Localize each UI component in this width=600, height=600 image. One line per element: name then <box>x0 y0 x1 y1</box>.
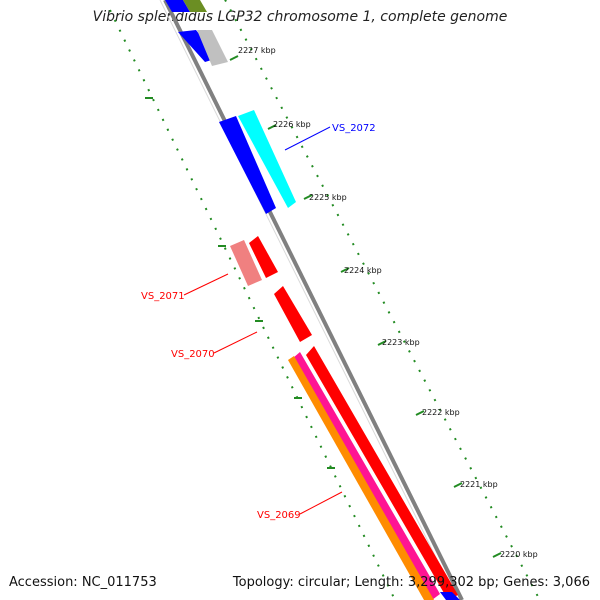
tick-marks <box>145 55 502 558</box>
outer-tick-track <box>224 0 541 600</box>
tick-label: 2226 kbp <box>273 120 311 129</box>
leader-line-vs2070 <box>213 331 258 354</box>
gene-label-vs2070: VS_2070 <box>171 349 215 360</box>
feature-pink <box>230 240 262 286</box>
feature-olive-top <box>183 0 207 12</box>
feature-blue-3 <box>219 116 276 214</box>
gene-label-vs2069: VS_2069 <box>257 510 301 521</box>
feature-red-1 <box>249 236 278 278</box>
leader-line-vs2072 <box>284 126 331 151</box>
accession-text: Accession: NC_011753 <box>9 575 157 590</box>
feature-blue-top <box>165 0 190 12</box>
genome-summary-text: Topology: circular; Length: 3,299,302 bp… <box>232 575 590 590</box>
map-title: Vibrio splendidus LGP32 chromosome 1, co… <box>92 9 508 25</box>
backbone-inner <box>159 0 458 600</box>
tick-label: 2224 kbp <box>344 266 382 275</box>
gene-label-vs2072: VS_2072 <box>332 123 376 134</box>
feature-blue-bottom <box>440 592 460 600</box>
feature-grey-1 <box>197 30 228 66</box>
tick-label: 2227 kbp <box>238 46 276 55</box>
leader-line-vs2071 <box>183 273 229 296</box>
tick-label: 2222 kbp <box>422 408 460 417</box>
feature-red-2 <box>274 286 312 342</box>
tick-label: 2223 kbp <box>382 338 420 347</box>
feature-cyan <box>238 110 296 208</box>
leader-line-vs2069 <box>299 491 343 515</box>
tick-label: 2220 kbp <box>500 550 538 559</box>
backbone-outer <box>163 0 464 600</box>
feature-orange <box>288 356 434 600</box>
gene-label-vs2071: VS_2071 <box>141 291 185 302</box>
feature-magenta <box>293 352 440 600</box>
tick-label: 2221 kbp <box>460 480 498 489</box>
tick-label: 2225 kbp <box>309 193 347 202</box>
feature-red-3 <box>306 346 458 600</box>
